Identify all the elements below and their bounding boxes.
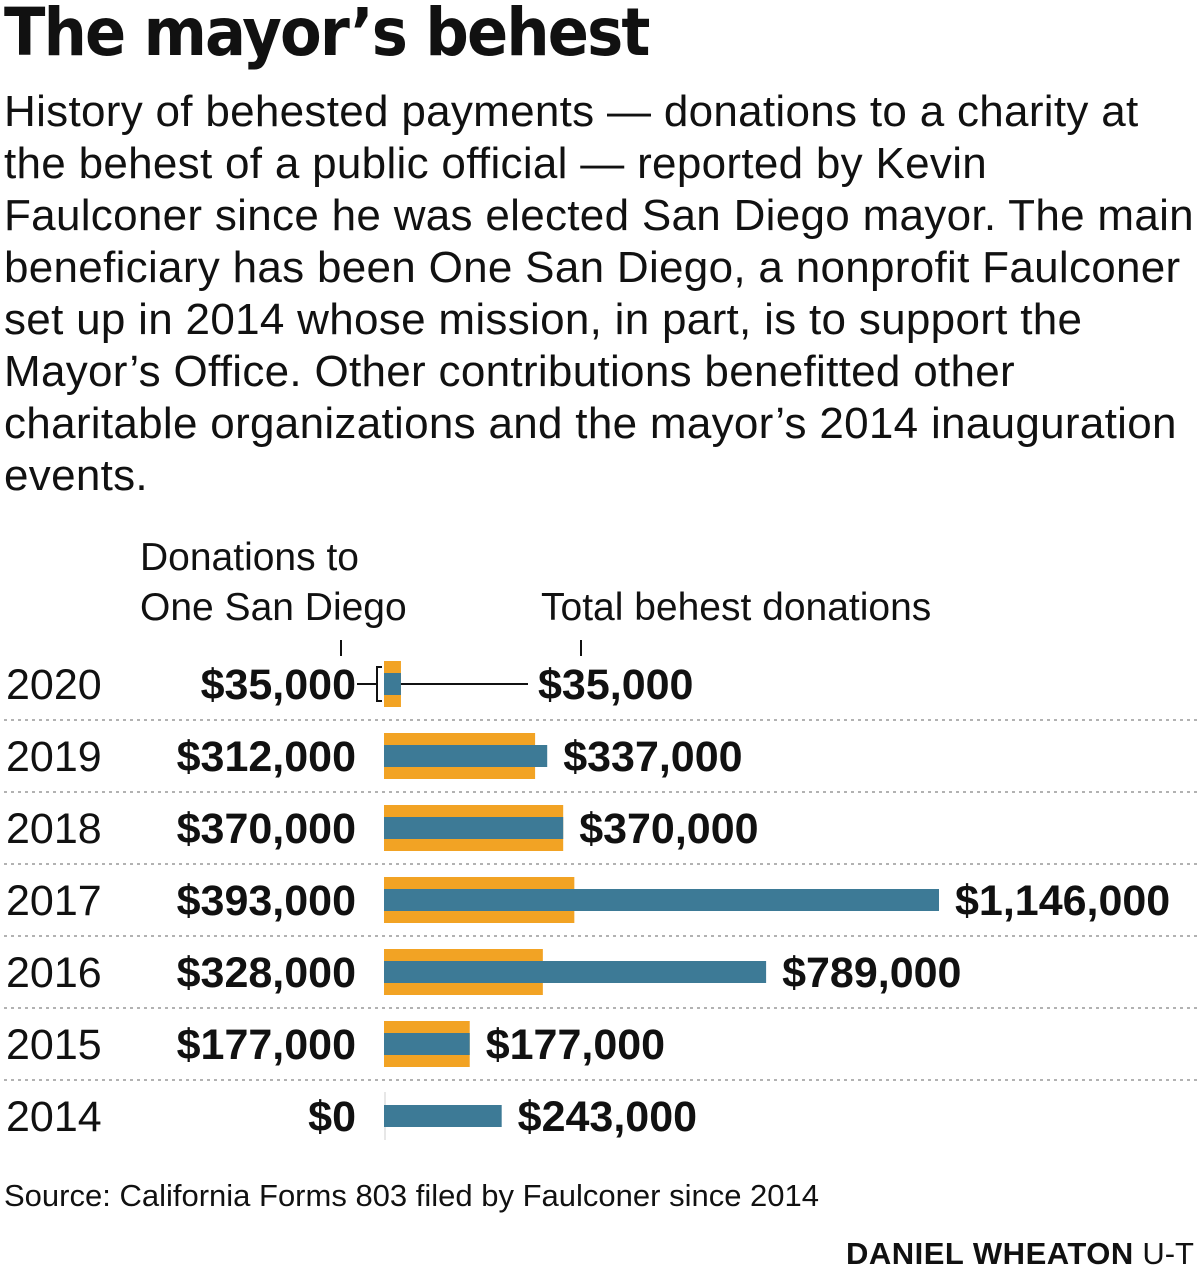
bar-chart: 2020 $35,000 $35,000 2019 $312,000 $337,000 20…	[4, 640, 1198, 1141]
year-label: 2016	[6, 949, 102, 997]
total-value-label: $177,000	[486, 1021, 665, 1069]
total-bar	[384, 889, 939, 911]
total-value-label: $35,000	[538, 661, 693, 709]
year-label: 2018	[6, 805, 102, 853]
total-bar	[384, 673, 401, 695]
credit: DANIEL WHEATON U-T	[846, 1236, 1194, 1272]
chart-title: The mayor’s behest	[4, 0, 650, 71]
source-note: Source: California Forms 803 filed by Fa…	[4, 1178, 820, 1213]
column-header-one-san-diego: Donations to One San Diego	[140, 533, 407, 633]
total-value-label: $243,000	[518, 1093, 697, 1141]
total-value-label: $337,000	[563, 733, 742, 781]
one-san-diego-value-label: $328,000	[177, 949, 356, 997]
total-bar	[384, 745, 548, 767]
column-header-total: Total behest donations	[541, 586, 932, 629]
total-value-label: $1,146,000	[955, 877, 1170, 925]
total-bar	[384, 1105, 502, 1127]
credit-name: DANIEL WHEATON	[845, 1236, 1134, 1271]
chart-subtitle: History of behested payments — donations…	[4, 87, 1194, 500]
total-bar	[384, 1033, 470, 1055]
year-label: 2014	[6, 1093, 102, 1141]
one-san-diego-value-label: $393,000	[177, 877, 356, 925]
one-san-diego-value-label: $370,000	[177, 805, 356, 853]
year-label: 2020	[6, 661, 102, 709]
total-value-label: $370,000	[579, 805, 758, 853]
credit-org: U-T	[1142, 1236, 1194, 1271]
year-label: 2019	[6, 733, 102, 781]
column-header-one-san-diego-line1: Donations to	[140, 536, 359, 579]
year-label: 2015	[6, 1021, 102, 1069]
one-san-diego-value-label: $35,000	[201, 661, 356, 709]
one-san-diego-value-label: $177,000	[177, 1021, 356, 1069]
one-san-diego-value-label: $0	[308, 1093, 356, 1141]
column-header-one-san-diego-line2: One San Diego	[140, 586, 407, 629]
one-san-diego-value-label: $312,000	[177, 733, 356, 781]
total-value-label: $789,000	[782, 949, 961, 997]
total-bar	[384, 961, 767, 983]
callout-bracket	[376, 666, 382, 702]
total-bar	[384, 817, 564, 839]
year-label: 2017	[6, 877, 102, 925]
